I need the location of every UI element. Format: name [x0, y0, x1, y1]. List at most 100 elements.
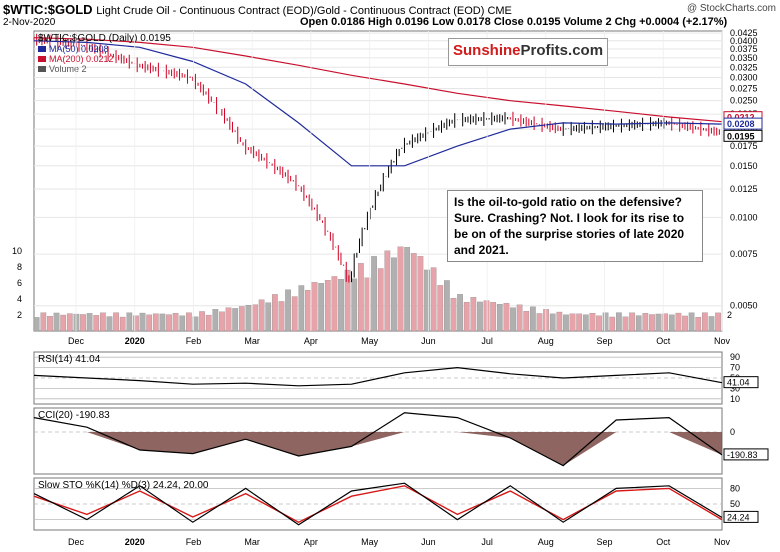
x-tick-label: Nov — [714, 336, 731, 346]
x-tick-label-bottom: Oct — [656, 537, 671, 547]
volume-bar — [629, 312, 635, 332]
indicator-y-tick: 70 — [730, 363, 740, 373]
volume-bar — [536, 313, 543, 332]
volume-bar — [324, 280, 331, 332]
sunshine-profits-logo: SunshineProfits.com — [448, 38, 609, 66]
volume-bar — [212, 309, 219, 332]
volume-bar — [298, 285, 305, 332]
volume-y-tick: 4 — [17, 294, 22, 304]
x-tick-label: Jul — [481, 336, 493, 346]
x-tick-label-bottom: Jul — [481, 537, 493, 547]
volume-bar — [444, 280, 450, 332]
x-tick-label-bottom: Mar — [244, 537, 260, 547]
volume-bar — [596, 315, 602, 332]
ma200-line — [33, 37, 723, 123]
volume-bar — [106, 316, 113, 332]
last-value-tag — [723, 117, 763, 130]
x-tick-label: Dec — [68, 336, 85, 346]
x-tick-label: Feb — [186, 336, 202, 346]
last-value-tag — [723, 129, 763, 142]
annotation-box: Is the oil-to-gold ratio on the defensiv… — [447, 190, 703, 262]
volume-bar — [424, 269, 430, 332]
volume-y-tick: 8 — [17, 262, 22, 272]
x-tick-label: May — [361, 336, 379, 346]
volume-bar — [490, 302, 497, 332]
volume-bar — [40, 312, 47, 332]
volume-bar — [609, 316, 616, 332]
volume-bar — [503, 303, 510, 332]
volume-bar — [655, 313, 662, 332]
volume-bar — [66, 313, 73, 332]
volume-bar — [245, 305, 252, 332]
volume-bar — [146, 314, 153, 332]
x-tick-label-bottom: Dec — [68, 537, 85, 547]
price-y-tick: 0.0375 — [730, 44, 758, 54]
volume-bar — [238, 306, 245, 332]
x-tick-label-bottom: Sep — [597, 537, 613, 547]
volume-bar — [371, 256, 377, 332]
volume-bar — [344, 269, 351, 332]
volume-bar — [589, 312, 596, 332]
price-y-tick: 0.0400 — [730, 36, 758, 46]
volume-bar — [530, 306, 536, 332]
volume-bar — [688, 312, 695, 332]
volume-bar — [278, 301, 285, 332]
price-y-tick: 0.0100 — [730, 212, 758, 222]
rsi-last-tag — [723, 376, 759, 389]
chart-symbol: $WTIC:$GOLD Light Crude Oil - Continuous… — [3, 2, 512, 17]
x-tick-label-bottom: Aug — [538, 537, 554, 547]
volume-bar — [311, 282, 318, 332]
volume-bar — [285, 289, 291, 332]
cci-line — [33, 412, 723, 467]
volume-bar — [708, 316, 715, 332]
volume-bar — [682, 315, 688, 332]
price-y-tick: 0.0425 — [730, 28, 758, 38]
cci-negative-fill — [34, 432, 722, 466]
volume-bar — [463, 301, 470, 332]
volume-bar — [377, 268, 384, 332]
volume-bar — [179, 315, 186, 332]
cci-panel: 0 CCI(20) -190.83 -190.83 — [33, 407, 769, 475]
rsi-last-label: 41.04 — [727, 378, 750, 388]
volume-bar — [496, 304, 503, 332]
volume-bar — [291, 296, 298, 332]
x-tick-label: Sep — [597, 336, 613, 346]
x-tick-label: Oct — [656, 336, 671, 346]
legend-swatch — [38, 56, 46, 62]
volume-bar — [477, 301, 483, 332]
volume-bar — [100, 312, 106, 332]
stoch-last-label: 24.24 — [727, 512, 750, 522]
volume-bar — [668, 314, 675, 332]
volume-bar — [166, 314, 172, 332]
volume-bar — [186, 312, 192, 332]
volume-bar — [199, 311, 205, 332]
volume-bar — [417, 256, 424, 332]
volume-bar — [662, 313, 669, 332]
volume-bar — [318, 283, 325, 332]
volume-bar — [649, 314, 655, 332]
volume-bar — [305, 290, 311, 332]
volume-bar — [556, 311, 563, 332]
volume-bar — [470, 297, 477, 332]
volume-bar — [225, 307, 232, 332]
volume-bar — [516, 304, 523, 332]
volume-bar — [80, 314, 86, 332]
volume-bar — [364, 277, 371, 332]
volume-y-tick: 10 — [12, 246, 22, 256]
volume-bar — [642, 313, 649, 332]
volume-y-tick: 2 — [17, 310, 22, 320]
chart-date: 2-Nov-2020 — [3, 17, 56, 28]
volume-bar — [219, 311, 225, 332]
volume-bar — [622, 316, 629, 332]
volume-bar — [702, 312, 708, 332]
volume-bar — [33, 317, 40, 332]
x-tick-label: 2020 — [125, 336, 145, 346]
x-tick-label-bottom: May — [361, 537, 379, 547]
volume-bar — [410, 253, 417, 332]
price-y-tick: 0.0175 — [730, 141, 758, 151]
x-tick-label-bottom: Feb — [186, 537, 202, 547]
price-y-tick: 0.0125 — [730, 184, 758, 194]
stoch-k-line — [33, 482, 723, 526]
volume-bar — [549, 313, 556, 332]
